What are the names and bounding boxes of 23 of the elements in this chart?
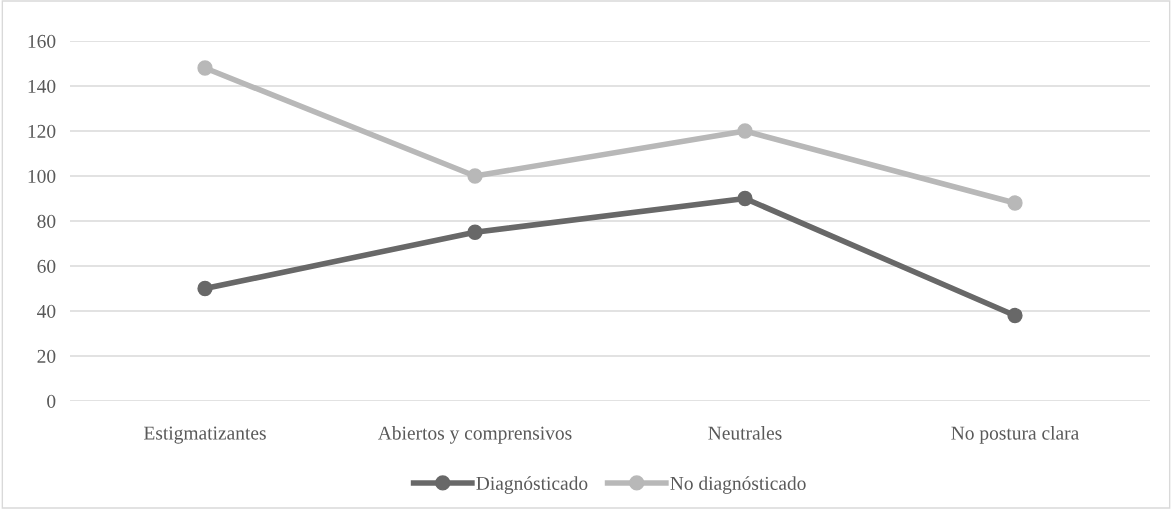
y-tick-label: 120: [28, 124, 56, 138]
point: [737, 190, 753, 207]
y-tick-label: 0: [47, 394, 56, 408]
x-tick-label: Estigmatizantes: [144, 426, 266, 444]
y-tick-label: 40: [37, 304, 56, 318]
legend-label: Diagnósticado: [476, 476, 588, 494]
point: [737, 123, 753, 139]
y-tick-label: 100: [28, 169, 56, 183]
point: [467, 224, 483, 240]
x-tick-label: Abiertos y comprensivos: [377, 426, 572, 444]
y-tick-label: 60: [37, 259, 56, 273]
legend-label: No diagnósticado: [670, 476, 806, 494]
y-tick-label: 140: [28, 79, 56, 93]
y-tick-label: 160: [28, 34, 56, 48]
point: [1007, 307, 1023, 324]
x-tick-label: Neutrales: [708, 426, 782, 440]
point: [467, 168, 483, 184]
point: [197, 60, 213, 76]
y-tick-label: 20: [37, 349, 56, 363]
point: [1007, 195, 1023, 211]
x-tick-label: No postura clara: [951, 426, 1079, 444]
y-tick-label: 80: [37, 214, 56, 228]
point: [197, 280, 213, 297]
